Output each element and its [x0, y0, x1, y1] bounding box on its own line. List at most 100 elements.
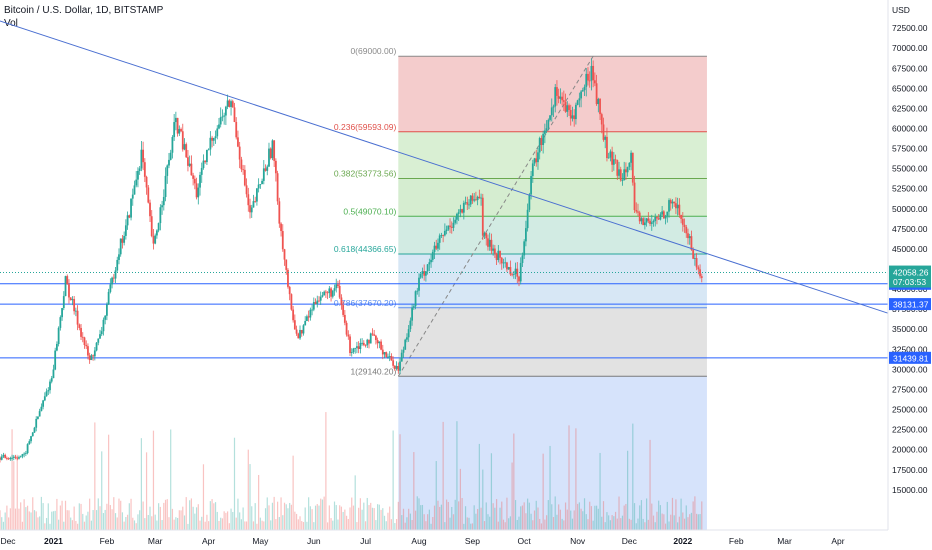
volume-bar — [71, 520, 74, 530]
candle-body — [607, 157, 610, 159]
volume-bar — [633, 503, 636, 530]
candle-body — [393, 365, 396, 369]
price-tag-level-2-bg — [889, 351, 931, 364]
volume-bar — [523, 502, 525, 530]
candle-body — [571, 115, 574, 119]
volume-bar — [692, 501, 694, 530]
candle-body — [80, 327, 82, 337]
volume-bar — [368, 505, 370, 530]
volume-bar — [183, 515, 186, 530]
volume-bar — [171, 508, 174, 530]
candle-body — [380, 341, 382, 350]
candle-body — [376, 340, 379, 344]
volume-bar — [283, 502, 286, 530]
candle-body — [649, 220, 651, 224]
candle-body — [321, 295, 324, 297]
candle-body — [645, 218, 648, 223]
candle-body — [392, 360, 395, 366]
candle-body — [137, 170, 139, 180]
candle-body — [293, 320, 296, 330]
volume-bar — [394, 523, 396, 530]
candle-body — [181, 131, 184, 150]
volume-bar — [158, 503, 160, 530]
candle-body — [562, 100, 565, 102]
volume-bar — [533, 510, 536, 530]
candle-body — [259, 184, 262, 185]
volume-bar — [646, 498, 648, 530]
candle-body — [462, 202, 465, 213]
candle-body — [573, 115, 576, 120]
candle-body — [221, 116, 224, 118]
candle-body — [528, 194, 531, 210]
volume-bar — [418, 498, 420, 530]
volume-bar — [528, 502, 530, 530]
volume-bar — [509, 516, 511, 530]
x-tick-label: Mar — [148, 536, 163, 546]
candle-body — [369, 333, 372, 344]
volume-bar — [345, 515, 348, 530]
x-tick-label: 2021 — [44, 536, 63, 546]
candle-body — [168, 159, 170, 166]
candle-body — [50, 378, 53, 382]
volume-bar — [195, 507, 198, 530]
candle-body — [471, 195, 474, 201]
candle-body — [357, 346, 360, 349]
candle-body — [207, 149, 210, 151]
candle-body — [685, 226, 688, 234]
volume-bar — [70, 517, 72, 530]
candle-body — [659, 214, 662, 220]
volume-bar — [620, 518, 622, 530]
candle-body — [511, 274, 514, 276]
volume-bar — [87, 511, 89, 530]
volume-bar — [28, 511, 30, 530]
volume-bar — [225, 512, 227, 530]
candle-body — [671, 201, 674, 204]
volume-bar — [271, 502, 274, 530]
volume-bar — [56, 498, 58, 530]
volume-bar — [647, 519, 649, 530]
volume-bar — [613, 516, 615, 530]
volume-bar — [94, 422, 96, 530]
candle-body — [250, 207, 253, 213]
volume-bar — [304, 507, 306, 530]
candle-body — [421, 271, 424, 275]
candle-body — [38, 411, 41, 417]
volume-bar — [663, 514, 665, 530]
candle-body — [87, 346, 89, 356]
candle-body — [30, 436, 32, 442]
volume-bar — [668, 521, 670, 530]
volume-bar — [597, 508, 599, 530]
candle-body — [687, 233, 689, 239]
candle-body — [514, 268, 517, 275]
candle-body — [49, 381, 51, 391]
candle-body — [240, 159, 243, 170]
x-tick-label: Nov — [570, 536, 586, 546]
candle-body — [18, 457, 20, 459]
volume-bar — [101, 451, 103, 530]
candle-body — [57, 327, 60, 345]
candle-body — [426, 264, 429, 272]
candle-body — [474, 199, 477, 201]
candle-body — [90, 355, 93, 361]
volume-bar — [599, 452, 601, 530]
volume-bar — [559, 509, 561, 530]
candle-body — [330, 288, 332, 297]
candle-body — [452, 222, 455, 228]
volume-bar — [444, 522, 446, 530]
volume-bar — [211, 499, 213, 530]
volume-bar — [614, 511, 617, 530]
candle-body — [362, 342, 365, 345]
volume-bar — [275, 519, 277, 530]
volume-bar — [26, 505, 29, 530]
volume-bar — [132, 517, 134, 530]
volume-bar — [432, 517, 434, 530]
candle-body — [447, 225, 450, 230]
fib-zone-0.618 — [398, 254, 707, 308]
volume-bar — [592, 520, 594, 530]
volume-bar — [387, 512, 389, 530]
volume-bar — [468, 517, 470, 530]
volume-bar — [425, 521, 427, 530]
candle-body — [138, 168, 141, 171]
candle-body — [395, 365, 398, 369]
